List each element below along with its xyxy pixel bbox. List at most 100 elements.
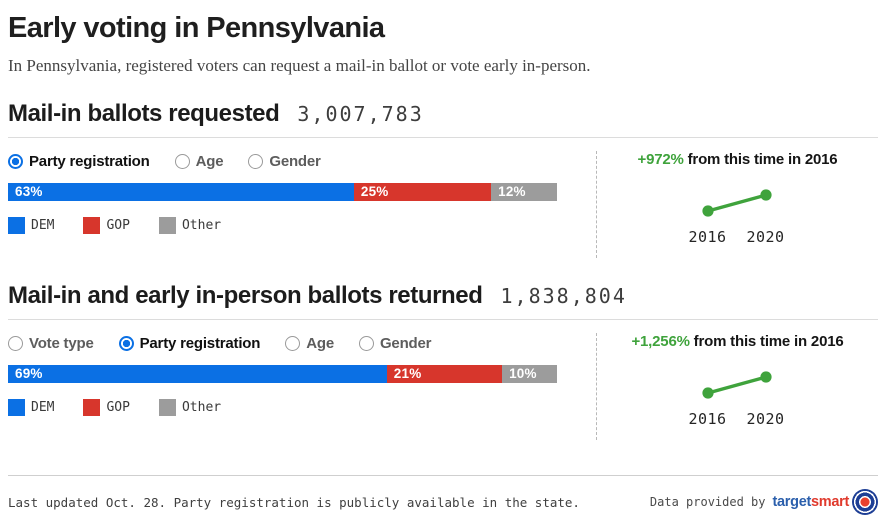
trend-suffix: from this time in 2016 xyxy=(689,333,844,350)
axis-label-2016: 2016 xyxy=(688,228,727,246)
filter-label: Age xyxy=(195,153,224,170)
trend-point-2016 xyxy=(701,205,714,217)
filter-radio-party-registration[interactable]: Party registration xyxy=(118,335,261,352)
axis-label-2020: 2020 xyxy=(746,228,785,246)
filter-row: Vote type Party registration Age Gender xyxy=(8,335,557,352)
bar-segment-dem: 69% xyxy=(8,365,387,383)
trend-point-2020 xyxy=(759,189,772,201)
radio-icon xyxy=(285,336,301,351)
targetsmart-word-target: target xyxy=(772,494,812,510)
section-rule xyxy=(8,319,878,320)
legend-label: GOP xyxy=(106,400,130,415)
legend-swatch-icon xyxy=(83,399,101,416)
bar-segment-other: 10% xyxy=(502,365,557,383)
page-subtitle: In Pennsylvania, registered voters can r… xyxy=(8,56,591,75)
chart-column: Vote type Party registration Age Gender 69%… xyxy=(8,320,557,440)
filter-radio-gender[interactable]: Gender xyxy=(248,153,321,170)
trend-svg xyxy=(701,189,772,217)
targetsmart-logo[interactable]: targetsmart xyxy=(772,489,878,515)
legend-swatch-icon xyxy=(158,399,176,416)
chart-column: Party registration Age Gender 63% 25% 12% DE… xyxy=(8,138,557,258)
trend-headline: +972% from this time in 2016 xyxy=(638,151,838,168)
legend: DEM GOP Other xyxy=(8,399,557,416)
section-ballots-requested: Mail-in ballots requested 3,007,783 Part… xyxy=(8,100,878,258)
legend-label: GOP xyxy=(106,218,130,233)
credit-label: Data provided by xyxy=(649,495,766,509)
legend: DEM GOP Other xyxy=(8,217,557,234)
filter-radio-age[interactable]: Age xyxy=(285,335,334,352)
trend-point-2020 xyxy=(759,371,772,383)
filter-label: Age xyxy=(306,335,334,352)
legend-item-gop: GOP xyxy=(83,217,130,234)
section-rule xyxy=(8,137,878,138)
bar-segment-label: 63% xyxy=(15,184,43,199)
trend-line-chart: 2016 2020 xyxy=(663,352,813,440)
filter-label: Party registration xyxy=(29,153,150,170)
radio-selected-icon xyxy=(118,336,134,351)
legend-swatch-icon xyxy=(83,217,101,234)
legend-item-other: Other xyxy=(158,399,222,416)
radio-icon xyxy=(358,336,374,351)
filter-radio-party-registration[interactable]: Party registration xyxy=(8,153,150,170)
trend-column: +1,256% from this time in 2016 2016 2020 xyxy=(597,320,878,440)
filter-label: Vote type xyxy=(29,335,94,352)
legend-item-dem: DEM xyxy=(8,217,54,234)
dashed-divider xyxy=(596,333,597,440)
legend-label: Other xyxy=(181,218,222,233)
radio-icon xyxy=(248,154,264,169)
bullseye-icon xyxy=(852,489,878,515)
radio-selected-icon xyxy=(8,154,23,169)
section-head: Mail-in and early in-person ballots retu… xyxy=(8,282,878,310)
axis-label-2016: 2016 xyxy=(688,410,727,428)
bar-segment-gop: 21% xyxy=(386,365,503,383)
trend-point-2016 xyxy=(701,387,714,399)
bar-segment-label: 12% xyxy=(498,184,526,199)
filter-label: Gender xyxy=(269,153,321,170)
legend-item-other: Other xyxy=(158,217,222,234)
page-title: Early voting in Pennsylvania xyxy=(8,12,385,44)
legend-item-gop: GOP xyxy=(83,399,130,416)
data-credit: Data provided by targetsmart xyxy=(650,489,878,515)
trend-svg xyxy=(701,371,772,399)
trend-delta: +972% xyxy=(637,151,684,168)
radio-icon xyxy=(8,336,23,351)
legend-swatch-icon xyxy=(158,217,176,234)
filter-radio-vote-type[interactable]: Vote type xyxy=(8,335,94,352)
axis-label-2020: 2020 xyxy=(746,410,785,428)
legend-label: Other xyxy=(181,400,222,415)
dashed-divider xyxy=(596,151,597,258)
radio-icon xyxy=(174,154,190,169)
last-updated-note: Last updated Oct. 28. Party registration… xyxy=(8,494,580,510)
trend-headline: +1,256% from this time in 2016 xyxy=(631,333,843,350)
bar-segment-gop: 25% xyxy=(353,183,492,201)
trend-column: +972% from this time in 2016 2016 2020 xyxy=(597,138,878,258)
section-head: Mail-in ballots requested 3,007,783 xyxy=(8,100,878,128)
bar-segment-dem: 63% xyxy=(8,183,354,201)
targetsmart-word-smart: smart xyxy=(811,494,849,510)
bar-segment-other: 12% xyxy=(491,183,557,201)
legend-label: DEM xyxy=(31,400,55,415)
filter-label: Party registration xyxy=(139,335,261,352)
filter-radio-gender[interactable]: Gender xyxy=(358,335,432,352)
footer: Last updated Oct. 28. Party registration… xyxy=(8,476,878,515)
legend-swatch-icon xyxy=(8,217,25,234)
section-title: Mail-in ballots requested xyxy=(8,100,280,127)
stacked-bar: 63% 25% 12% xyxy=(8,183,557,201)
section-title: Mail-in and early in-person ballots retu… xyxy=(8,282,483,309)
bar-segment-label: 69% xyxy=(15,366,43,381)
stacked-bar: 69% 21% 10% xyxy=(8,365,557,383)
bar-segment-label: 25% xyxy=(360,184,389,199)
legend-label: DEM xyxy=(31,218,55,233)
bar-segment-label: 10% xyxy=(509,366,537,381)
footer-rule xyxy=(8,475,878,476)
legend-swatch-icon xyxy=(8,399,25,416)
filter-radio-age[interactable]: Age xyxy=(174,153,224,170)
trend-suffix: from this time in 2016 xyxy=(683,151,838,168)
filter-label: Gender xyxy=(379,335,432,352)
trend-delta: +1,256% xyxy=(631,333,690,350)
legend-item-dem: DEM xyxy=(8,399,54,416)
trend-line-chart: 2016 2020 xyxy=(663,170,813,258)
bar-segment-label: 21% xyxy=(393,366,422,381)
ballots-returned-count: 1,838,804 xyxy=(500,284,627,308)
